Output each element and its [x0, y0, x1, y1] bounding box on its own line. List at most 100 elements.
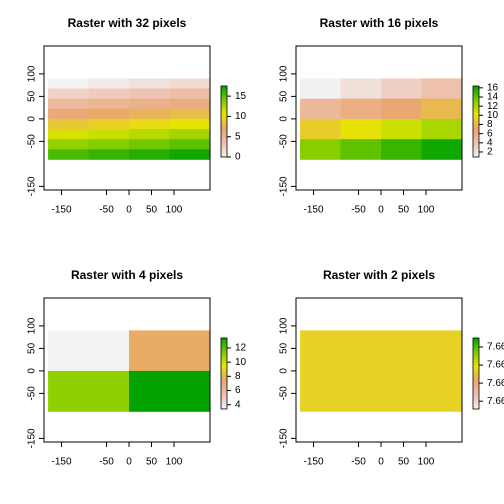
colorbar-label: 2 [487, 147, 493, 158]
y-tick-label: -50 [279, 386, 290, 401]
x-tick-label: -150 [52, 457, 72, 468]
raster-cell [421, 98, 463, 120]
raster-cell [340, 139, 382, 160]
raster-cell [300, 330, 382, 412]
raster-cell [129, 88, 170, 100]
raster-cell [381, 330, 463, 412]
raster-cell [169, 98, 211, 110]
raster-cell [129, 108, 170, 120]
panel: Raster with 4 pixels-150 -50 0 50 100-150-50… [27, 268, 247, 467]
raster-cell [48, 88, 89, 100]
x-tick-label: 100 [166, 205, 183, 216]
raster-cell [169, 88, 211, 100]
y-tick-label: 100 [279, 65, 290, 82]
x-tick-label: -50 [99, 205, 114, 216]
raster-cell [169, 149, 211, 160]
raster-cell [48, 149, 89, 160]
colorbar-label: 0 [235, 152, 241, 163]
panel: Raster with 16 pixels-150 -50 0 50 100-150-5… [279, 16, 499, 215]
y-tick-label: 100 [27, 65, 38, 82]
raster-cell [300, 139, 341, 160]
raster-cell [48, 330, 130, 372]
panel-title: Raster with 2 pixels [323, 268, 435, 282]
colorbar-label: 8 [487, 119, 493, 130]
raster-cell [48, 78, 89, 89]
raster-cell [129, 129, 170, 140]
colorbar-label: 4 [235, 399, 241, 410]
raster-cell [340, 78, 382, 100]
raster-cell [381, 139, 422, 160]
colorbar-label: 14 [487, 92, 499, 103]
raster-cell [129, 118, 170, 130]
colorbar-label: 10 [235, 357, 247, 368]
colorbar-label: 15 [235, 91, 247, 102]
raster-cell [381, 78, 422, 100]
raster-cell [88, 118, 130, 130]
x-tick-label: -50 [99, 457, 114, 468]
raster-cell [48, 129, 89, 140]
raster-cell [381, 118, 422, 140]
x-tick-label: 0 [126, 457, 132, 468]
x-tick-label: 100 [418, 457, 435, 468]
x-tick-label: 0 [378, 205, 384, 216]
raster-cell [129, 78, 170, 89]
x-tick-label: 50 [146, 205, 158, 216]
x-tick-label: -150 [304, 205, 324, 216]
colorbar-label: 5 [235, 131, 241, 142]
panel-title: Raster with 4 pixels [71, 268, 183, 282]
x-tick-label: 0 [378, 457, 384, 468]
raster-cell [48, 118, 89, 130]
raster-cell [88, 149, 130, 160]
x-tick-label: 50 [398, 205, 410, 216]
panel: Raster with 2 pixels -150 -50 0 50 100 -150 -50… [279, 268, 504, 467]
plot-box [43, 297, 211, 443]
raster-cell [88, 88, 130, 100]
x-tick-label: -150 [52, 205, 72, 216]
colorbar [472, 85, 480, 158]
colorbar-label: 7.66 [487, 360, 504, 371]
raster-cell [421, 78, 463, 100]
raster-cell [129, 330, 211, 372]
y-tick-label: -50 [27, 134, 38, 149]
raster-cell [421, 118, 463, 140]
x-tick-label: -50 [351, 457, 366, 468]
y-tick-label: -150 [279, 428, 290, 448]
plot-box [295, 45, 463, 191]
raster-cell [381, 98, 422, 120]
colorbar-label: 8 [235, 371, 241, 382]
colorbar [472, 337, 480, 410]
raster-cell [421, 139, 463, 160]
raster-cell [169, 108, 211, 120]
y-tick-label: -50 [279, 134, 290, 149]
raster-cell [48, 139, 89, 150]
raster-cell [340, 118, 382, 140]
y-tick-label: 0 [27, 368, 38, 374]
y-tick-label: -150 [27, 428, 38, 448]
x-tick-label: 0 [126, 205, 132, 216]
y-tick-label: 0 [279, 368, 290, 374]
raster-cell [300, 118, 341, 140]
raster-cell [340, 98, 382, 120]
colorbar-label: 7.66 [487, 378, 504, 389]
colorbar-label: 12 [235, 343, 247, 354]
colorbar-label: 4 [487, 137, 493, 148]
y-tick-label: -150 [27, 176, 38, 196]
raster-cell [88, 139, 130, 150]
y-tick-label: 0 [279, 116, 290, 122]
raster-cell [129, 139, 170, 150]
x-tick-label: 50 [398, 457, 410, 468]
raster-cell [129, 370, 211, 412]
raster-cell [129, 98, 170, 110]
plot-box [43, 45, 211, 191]
y-tick-label: 50 [279, 90, 290, 102]
colorbar-label: 10 [235, 111, 247, 122]
panel-title: Raster with 16 pixels [320, 16, 439, 30]
y-tick-label: 100 [27, 317, 38, 334]
panel-title: Raster with 32 pixels [68, 16, 187, 30]
colorbar-label: 16 [487, 82, 499, 93]
colorbar-label: 10 [487, 110, 499, 121]
raster-cell [169, 129, 211, 140]
raster-cell [48, 108, 89, 120]
y-tick-label: 100 [279, 317, 290, 334]
colorbar-label: 12 [487, 101, 499, 112]
